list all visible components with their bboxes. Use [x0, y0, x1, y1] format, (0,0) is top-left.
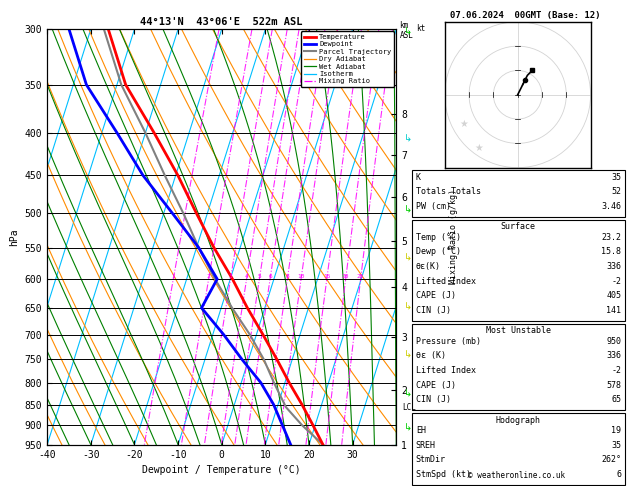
- Text: 15.8: 15.8: [601, 247, 621, 257]
- Text: 5: 5: [257, 274, 261, 279]
- Text: θε(K): θε(K): [416, 262, 441, 271]
- Text: 23.2: 23.2: [601, 233, 621, 242]
- Text: SREH: SREH: [416, 441, 436, 450]
- Text: ↳: ↳: [404, 301, 411, 311]
- Text: ↳: ↳: [404, 134, 411, 143]
- Text: 15: 15: [323, 274, 331, 279]
- Legend: Temperature, Dewpoint, Parcel Trajectory, Dry Adiabat, Wet Adiabat, Isotherm, Mi: Temperature, Dewpoint, Parcel Trajectory…: [301, 31, 394, 87]
- Text: Dewp (°C): Dewp (°C): [416, 247, 461, 257]
- Text: km
ASL: km ASL: [399, 21, 413, 40]
- X-axis label: Dewpoint / Temperature (°C): Dewpoint / Temperature (°C): [142, 465, 301, 475]
- Text: CAPE (J): CAPE (J): [416, 381, 456, 390]
- Text: CIN (J): CIN (J): [416, 395, 451, 404]
- Title: 44°13'N  43°06'E  522m ASL: 44°13'N 43°06'E 522m ASL: [140, 17, 303, 27]
- Text: 20: 20: [342, 274, 350, 279]
- Text: 578: 578: [606, 381, 621, 390]
- Text: CAPE (J): CAPE (J): [416, 291, 456, 300]
- Text: Lifted Index: Lifted Index: [416, 277, 476, 286]
- Text: 141: 141: [606, 306, 621, 315]
- Text: 6: 6: [616, 470, 621, 479]
- Text: 8: 8: [286, 274, 289, 279]
- Text: ↳: ↳: [404, 27, 411, 36]
- Text: 65: 65: [611, 395, 621, 404]
- Text: -2: -2: [611, 366, 621, 375]
- Text: 19: 19: [611, 426, 621, 435]
- Text: CIN (J): CIN (J): [416, 306, 451, 315]
- Text: 52: 52: [611, 187, 621, 196]
- Text: kt: kt: [416, 24, 425, 34]
- Text: ★: ★: [474, 143, 483, 153]
- Text: ↳: ↳: [404, 350, 411, 360]
- Text: 07.06.2024  00GMT (Base: 12): 07.06.2024 00GMT (Base: 12): [450, 11, 601, 20]
- Text: ★: ★: [460, 119, 469, 129]
- Text: LCL: LCL: [402, 402, 416, 412]
- Text: Surface: Surface: [501, 222, 536, 231]
- Text: Totals Totals: Totals Totals: [416, 187, 481, 196]
- Text: -2: -2: [611, 277, 621, 286]
- Text: 950: 950: [606, 337, 621, 346]
- Text: ↳: ↳: [404, 423, 411, 433]
- Text: Hodograph: Hodograph: [496, 416, 541, 425]
- Text: ↳: ↳: [404, 389, 411, 399]
- Text: EH: EH: [416, 426, 426, 435]
- Text: 25: 25: [357, 274, 364, 279]
- Text: K: K: [416, 173, 421, 182]
- Text: Most Unstable: Most Unstable: [486, 326, 551, 335]
- Text: 35: 35: [611, 173, 621, 182]
- Text: 336: 336: [606, 351, 621, 361]
- Y-axis label: Mixing Ratio (g/kg): Mixing Ratio (g/kg): [448, 190, 458, 284]
- Text: 10: 10: [298, 274, 305, 279]
- Text: 336: 336: [606, 262, 621, 271]
- Text: 3: 3: [228, 274, 232, 279]
- Text: StmSpd (kt): StmSpd (kt): [416, 470, 470, 479]
- Text: Lifted Index: Lifted Index: [416, 366, 476, 375]
- Text: 6: 6: [268, 274, 272, 279]
- Y-axis label: hPa: hPa: [9, 228, 19, 246]
- Text: 2: 2: [207, 274, 211, 279]
- Text: ↳: ↳: [404, 204, 411, 214]
- Text: 405: 405: [606, 291, 621, 300]
- Text: ↳: ↳: [404, 253, 411, 262]
- Text: © weatheronline.co.uk: © weatheronline.co.uk: [469, 471, 565, 480]
- Text: StmDir: StmDir: [416, 455, 446, 465]
- Text: 3.46: 3.46: [601, 202, 621, 211]
- Text: 4: 4: [245, 274, 248, 279]
- Text: Temp (°C): Temp (°C): [416, 233, 461, 242]
- Text: 35: 35: [611, 441, 621, 450]
- Text: PW (cm): PW (cm): [416, 202, 451, 211]
- Text: Pressure (mb): Pressure (mb): [416, 337, 481, 346]
- Text: 1: 1: [172, 274, 175, 279]
- Text: 262°: 262°: [601, 455, 621, 465]
- Text: θε (K): θε (K): [416, 351, 446, 361]
